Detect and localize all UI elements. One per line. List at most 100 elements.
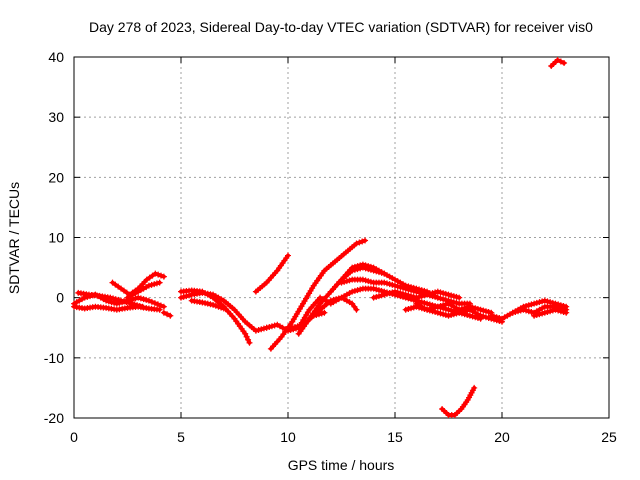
- data-point: [426, 305, 433, 312]
- data-point: [461, 311, 468, 318]
- data-point: [547, 299, 554, 306]
- data-point: [429, 290, 436, 297]
- data-point: [488, 312, 495, 319]
- series-arc-y: [548, 57, 568, 70]
- data-point: [139, 303, 146, 310]
- data-point: [466, 312, 473, 319]
- data-point: [367, 278, 374, 285]
- data-point: [434, 294, 441, 301]
- data-point: [353, 240, 360, 247]
- data-point: [410, 304, 417, 311]
- data-point: [220, 305, 227, 312]
- data-point: [413, 294, 420, 301]
- data-point: [549, 307, 556, 314]
- data-point: [445, 312, 452, 319]
- data-point: [525, 308, 532, 315]
- data-point: [110, 295, 117, 302]
- data-point: [373, 286, 380, 293]
- data-point: [359, 276, 366, 283]
- data-point: [160, 303, 167, 310]
- data-point: [349, 264, 356, 271]
- data-point: [480, 307, 487, 314]
- data-point: [432, 289, 439, 296]
- data-point: [557, 308, 564, 315]
- data-point: [437, 289, 444, 296]
- data-point: [416, 293, 423, 300]
- data-point: [554, 57, 561, 64]
- x-tick-label: 10: [280, 429, 296, 445]
- data-point: [111, 299, 118, 306]
- data-point: [418, 293, 425, 300]
- data-point: [112, 296, 119, 303]
- data-point: [268, 323, 275, 330]
- data-point: [349, 300, 356, 307]
- data-point: [536, 299, 543, 306]
- data-point: [413, 288, 420, 295]
- data-point: [402, 285, 409, 292]
- data-point: [153, 280, 160, 287]
- data-point: [477, 315, 484, 322]
- data-point: [242, 330, 249, 337]
- series-arc-d: [109, 270, 167, 298]
- data-point: [563, 303, 570, 310]
- data-point: [136, 302, 143, 309]
- data-point: [445, 291, 452, 298]
- data-point: [392, 282, 398, 289]
- data-point: [408, 293, 415, 300]
- data-point: [552, 300, 559, 307]
- data-point: [461, 305, 468, 312]
- series-arc-t: [413, 300, 495, 316]
- series-arc-p: [327, 261, 441, 301]
- data-point: [135, 294, 142, 301]
- data-point: [456, 294, 463, 301]
- data-point: [469, 304, 476, 311]
- data-point: [204, 300, 211, 307]
- data-point: [359, 238, 366, 245]
- data-point: [531, 312, 538, 319]
- data-point: [157, 302, 164, 309]
- data-point: [375, 293, 382, 300]
- data-point: [383, 290, 390, 297]
- data-point: [440, 302, 447, 309]
- data-point: [362, 277, 369, 284]
- data-point: [152, 270, 159, 277]
- data-point: [549, 299, 556, 306]
- data-point: [557, 302, 564, 309]
- y-axis-label: SDTVAR / TECUs: [6, 182, 22, 294]
- data-point: [167, 312, 174, 319]
- data-point: [285, 252, 291, 259]
- data-point: [408, 287, 415, 294]
- data-point: [531, 300, 538, 307]
- data-point: [148, 281, 155, 288]
- data-point: [128, 300, 135, 307]
- data-point: [442, 290, 449, 297]
- data-point: [140, 296, 147, 303]
- data-point: [145, 297, 152, 304]
- data-point: [389, 281, 396, 288]
- data-point: [123, 299, 130, 306]
- data-point: [365, 263, 372, 270]
- data-point: [434, 309, 441, 316]
- data-point: [375, 287, 382, 294]
- data-point: [134, 302, 141, 309]
- data-point: [383, 280, 390, 287]
- data-point: [386, 281, 393, 288]
- axis-ticks: 0 5 10 15 20 25 -20 -10 0 10 20 30 40: [44, 49, 617, 445]
- data-point: [437, 310, 444, 317]
- data-point: [400, 284, 407, 291]
- data-point: [180, 293, 187, 300]
- data-point: [424, 291, 431, 298]
- series-arc-j: [252, 252, 291, 295]
- data-point: [151, 281, 158, 288]
- data-point: [160, 273, 167, 280]
- data-point: [126, 299, 133, 306]
- data-point: [552, 306, 559, 313]
- data-point: [410, 293, 417, 300]
- data-point: [533, 299, 540, 306]
- data-point: [560, 308, 567, 315]
- data-point: [544, 298, 551, 305]
- data-point: [408, 305, 415, 312]
- series-arc-q: [338, 276, 473, 307]
- data-point: [354, 287, 361, 294]
- data-point: [434, 288, 441, 295]
